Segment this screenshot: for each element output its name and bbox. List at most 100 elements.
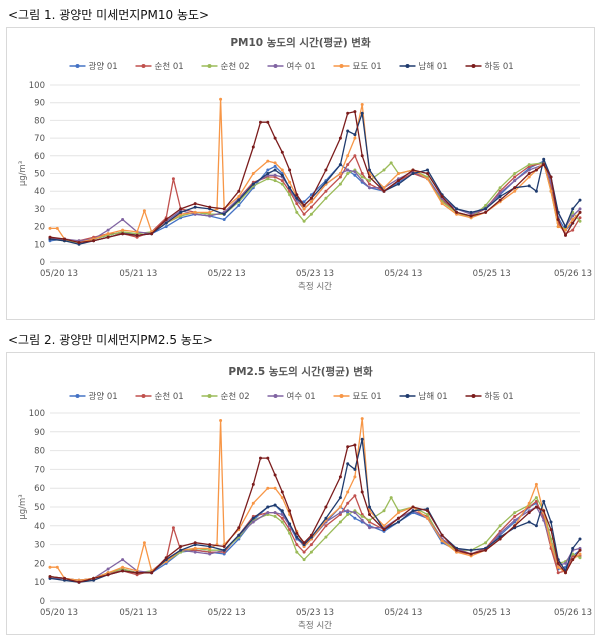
data-point [266, 511, 270, 515]
legend-marker [141, 64, 146, 68]
data-point [571, 552, 575, 556]
data-point [368, 186, 371, 190]
data-point [121, 558, 125, 562]
data-point [397, 511, 400, 515]
legend-item: 광양 01 [69, 391, 118, 402]
legend-marker [75, 64, 80, 68]
legend-marker [273, 394, 278, 398]
data-point [542, 509, 546, 513]
data-point [121, 228, 125, 232]
y-tick-label: 10 [34, 240, 45, 250]
data-point [273, 136, 277, 140]
data-point [222, 218, 226, 221]
data-point [527, 501, 531, 505]
data-point [288, 186, 292, 190]
data-point [564, 228, 567, 232]
data-point [302, 200, 306, 204]
data-point [353, 136, 357, 140]
data-point [556, 565, 560, 569]
data-point [426, 516, 429, 520]
data-point [455, 548, 459, 552]
data-point [273, 179, 277, 183]
legend-marker [207, 64, 212, 68]
data-point [222, 545, 226, 548]
data-point [542, 518, 546, 522]
data-point [48, 226, 52, 230]
data-point [353, 475, 357, 479]
data-point [106, 567, 110, 571]
series-5 [48, 97, 582, 244]
data-point [498, 186, 502, 190]
y-tick-label: 40 [34, 187, 45, 197]
data-point [121, 232, 125, 236]
data-point [360, 179, 364, 183]
data-point [171, 526, 175, 530]
legend-label: 여수 01 [287, 61, 316, 72]
data-point [440, 202, 444, 206]
data-point [368, 179, 371, 183]
data-point [266, 120, 270, 124]
data-point [527, 511, 531, 515]
legend-label: 순천 01 [155, 61, 184, 72]
data-point [324, 180, 328, 184]
data-point [513, 186, 517, 190]
chart-title: PM10 농도의 시간(평균) 변화 [230, 36, 371, 49]
legend-marker [471, 64, 476, 68]
x-tick-label: 05/22 13 [208, 608, 246, 618]
data-point [440, 539, 444, 543]
data-point [527, 168, 531, 172]
data-point [208, 205, 212, 209]
data-point [382, 528, 386, 532]
data-point [397, 516, 400, 520]
data-point [164, 556, 168, 560]
data-point [397, 182, 400, 186]
data-point [498, 191, 502, 195]
y-tick-label: 60 [34, 152, 45, 162]
data-point [513, 189, 517, 193]
series-line [49, 110, 581, 244]
data-point [280, 182, 284, 186]
data-point [266, 486, 270, 490]
legend-item: 남해 01 [399, 392, 448, 402]
data-point [302, 550, 306, 554]
data-point [346, 154, 350, 158]
data-point [295, 550, 299, 554]
data-point [578, 216, 582, 220]
data-point [455, 210, 459, 214]
data-point [121, 569, 125, 573]
chart-panel-pm10: PM10 농도의 시간(평균) 변화 광양 01 순천 01 순천 02 여수 01 묘도… [6, 27, 595, 320]
data-point [237, 526, 241, 530]
data-point [48, 565, 52, 569]
series-line [50, 98, 581, 244]
data-point [382, 524, 386, 528]
data-point [280, 516, 284, 520]
data-point [150, 571, 154, 575]
y-tick-label: 50 [34, 170, 45, 180]
data-point [513, 179, 517, 183]
data-point [106, 235, 110, 239]
data-point [251, 516, 255, 520]
legend-item: 순천 02 [201, 61, 250, 72]
data-point [368, 182, 371, 186]
data-point [77, 241, 81, 244]
data-point [564, 571, 567, 575]
data-point [498, 198, 502, 202]
data-point [360, 518, 364, 522]
data-point [324, 524, 328, 528]
data-point [288, 531, 292, 535]
data-point [309, 212, 313, 216]
data-point [469, 548, 473, 552]
data-point [273, 473, 277, 477]
data-point [295, 531, 299, 535]
series-7 [48, 443, 582, 584]
data-point [484, 207, 488, 211]
data-point [48, 235, 52, 239]
data-point [219, 419, 223, 422]
x-tick-label: 05/25 13 [473, 269, 511, 279]
data-point [564, 561, 567, 565]
data-point [273, 503, 277, 507]
x-tick-label: 05/22 13 [208, 269, 246, 279]
data-point [251, 482, 255, 486]
data-point [280, 513, 284, 516]
data-point [55, 226, 59, 230]
